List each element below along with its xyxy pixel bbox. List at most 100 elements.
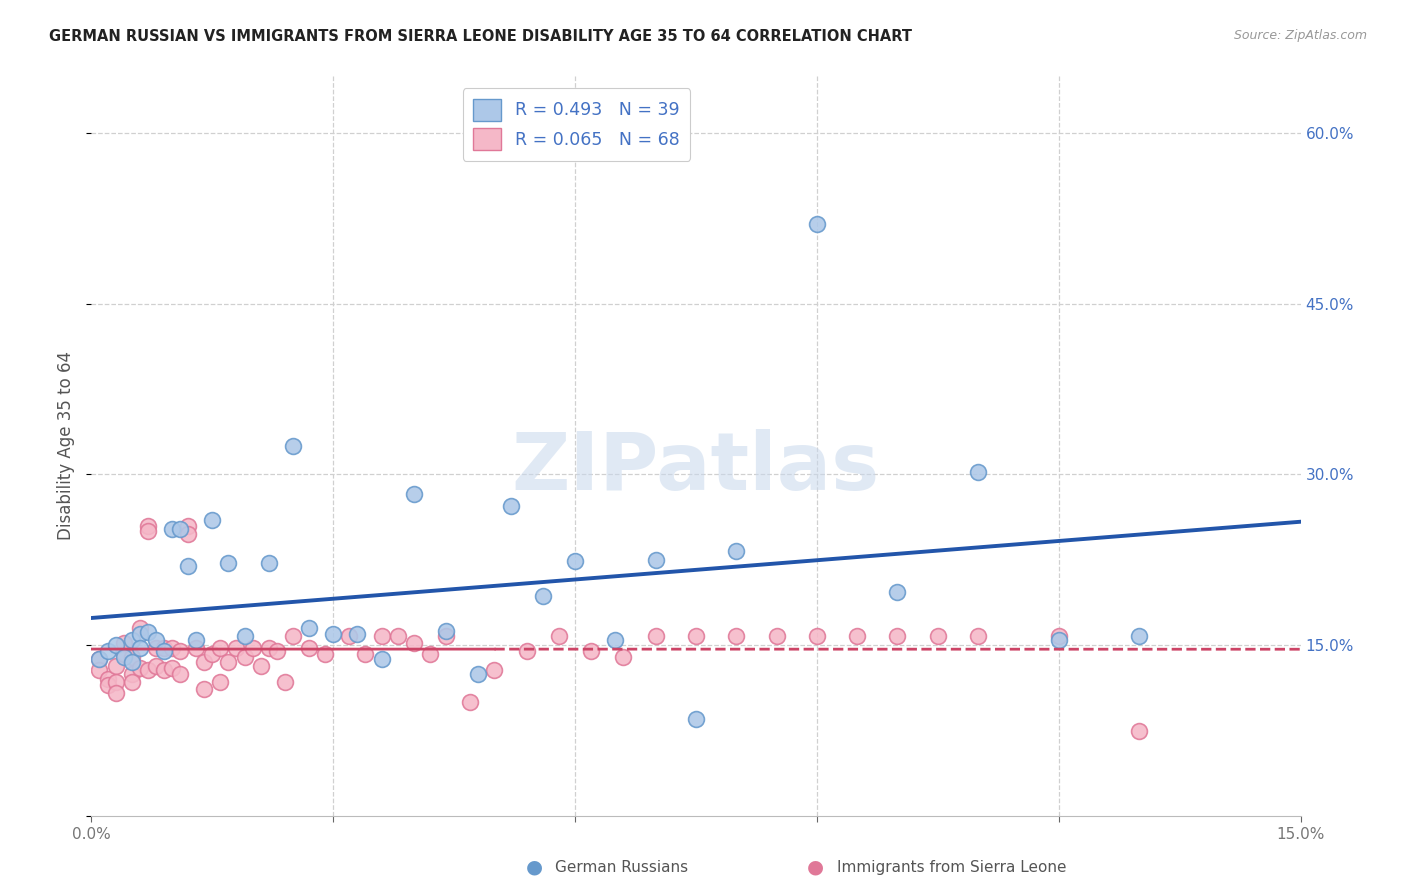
Point bbox=[201, 648, 224, 662]
Point bbox=[186, 640, 208, 655]
Point bbox=[531, 590, 554, 604]
Point bbox=[201, 513, 224, 527]
Point bbox=[169, 644, 191, 658]
Text: GERMAN RUSSIAN VS IMMIGRANTS FROM SIERRA LEONE DISABILITY AGE 35 TO 64 CORRELATI: GERMAN RUSSIAN VS IMMIGRANTS FROM SIERRA… bbox=[49, 29, 912, 44]
Point bbox=[177, 518, 200, 533]
Point bbox=[434, 629, 457, 643]
Point bbox=[136, 524, 159, 539]
Point bbox=[104, 638, 127, 652]
Point bbox=[806, 217, 828, 231]
Point bbox=[281, 439, 304, 453]
Point bbox=[89, 652, 111, 666]
Point bbox=[725, 543, 748, 558]
Point bbox=[644, 553, 666, 567]
Point bbox=[160, 661, 183, 675]
Point bbox=[274, 674, 297, 689]
Point bbox=[298, 621, 321, 635]
Text: Immigrants from Sierra Leone: Immigrants from Sierra Leone bbox=[837, 860, 1066, 874]
Point bbox=[186, 632, 208, 647]
Point bbox=[298, 640, 321, 655]
Point bbox=[209, 674, 232, 689]
Point bbox=[96, 673, 118, 687]
Point bbox=[467, 666, 489, 681]
Point bbox=[548, 629, 571, 643]
Point bbox=[145, 658, 167, 673]
Point bbox=[145, 632, 167, 647]
Point bbox=[370, 629, 392, 643]
Point bbox=[217, 656, 239, 670]
Point bbox=[1047, 629, 1070, 643]
Point bbox=[1128, 629, 1150, 643]
Point bbox=[136, 518, 159, 533]
Text: German Russians: German Russians bbox=[555, 860, 689, 874]
Point bbox=[121, 674, 143, 689]
Point bbox=[128, 621, 150, 635]
Point bbox=[128, 627, 150, 641]
Point bbox=[927, 629, 949, 643]
Point bbox=[112, 648, 135, 662]
Point bbox=[249, 658, 271, 673]
Point bbox=[104, 658, 127, 673]
Point bbox=[233, 649, 256, 664]
Point bbox=[499, 500, 522, 514]
Point bbox=[169, 522, 191, 536]
Text: ●: ● bbox=[807, 857, 824, 877]
Point bbox=[136, 624, 159, 639]
Point bbox=[806, 629, 828, 643]
Point bbox=[579, 644, 602, 658]
Point bbox=[725, 629, 748, 643]
Point bbox=[370, 652, 392, 666]
Point bbox=[886, 629, 908, 643]
Point bbox=[765, 629, 787, 643]
Point bbox=[104, 674, 127, 689]
Point bbox=[193, 681, 215, 696]
Point bbox=[644, 629, 666, 643]
Point bbox=[104, 686, 127, 700]
Legend: R = 0.493   N = 39, R = 0.065   N = 68: R = 0.493 N = 39, R = 0.065 N = 68 bbox=[463, 88, 690, 161]
Point bbox=[1128, 723, 1150, 738]
Point bbox=[160, 640, 183, 655]
Point bbox=[112, 649, 135, 664]
Text: ●: ● bbox=[526, 857, 543, 877]
Point bbox=[967, 465, 990, 479]
Point bbox=[605, 632, 627, 647]
Point bbox=[402, 487, 425, 501]
Point bbox=[89, 652, 111, 666]
Point bbox=[337, 629, 360, 643]
Point bbox=[419, 648, 441, 662]
Point bbox=[685, 712, 707, 726]
Text: ZIPatlas: ZIPatlas bbox=[512, 429, 880, 508]
Point bbox=[128, 661, 150, 675]
Y-axis label: Disability Age 35 to 64: Disability Age 35 to 64 bbox=[58, 351, 76, 541]
Point bbox=[314, 648, 336, 662]
Point bbox=[257, 557, 280, 571]
Point bbox=[346, 627, 368, 641]
Point bbox=[484, 664, 506, 678]
Point bbox=[177, 558, 200, 573]
Point bbox=[217, 557, 239, 571]
Point bbox=[846, 629, 869, 643]
Point bbox=[225, 640, 247, 655]
Point bbox=[612, 649, 634, 664]
Point bbox=[121, 632, 143, 647]
Point bbox=[354, 648, 377, 662]
Point bbox=[89, 664, 111, 678]
Point bbox=[387, 629, 409, 643]
Point bbox=[96, 678, 118, 692]
Point bbox=[458, 695, 481, 709]
Point bbox=[685, 629, 707, 643]
Point bbox=[153, 640, 176, 655]
Point bbox=[516, 644, 538, 658]
Point bbox=[266, 644, 288, 658]
Point bbox=[121, 656, 143, 670]
Point bbox=[967, 629, 990, 643]
Point bbox=[96, 644, 118, 658]
Point bbox=[193, 656, 215, 670]
Point bbox=[886, 584, 908, 599]
Point bbox=[209, 640, 232, 655]
Point bbox=[402, 636, 425, 650]
Point bbox=[242, 640, 264, 655]
Point bbox=[257, 640, 280, 655]
Point bbox=[434, 624, 457, 638]
Point bbox=[153, 644, 176, 658]
